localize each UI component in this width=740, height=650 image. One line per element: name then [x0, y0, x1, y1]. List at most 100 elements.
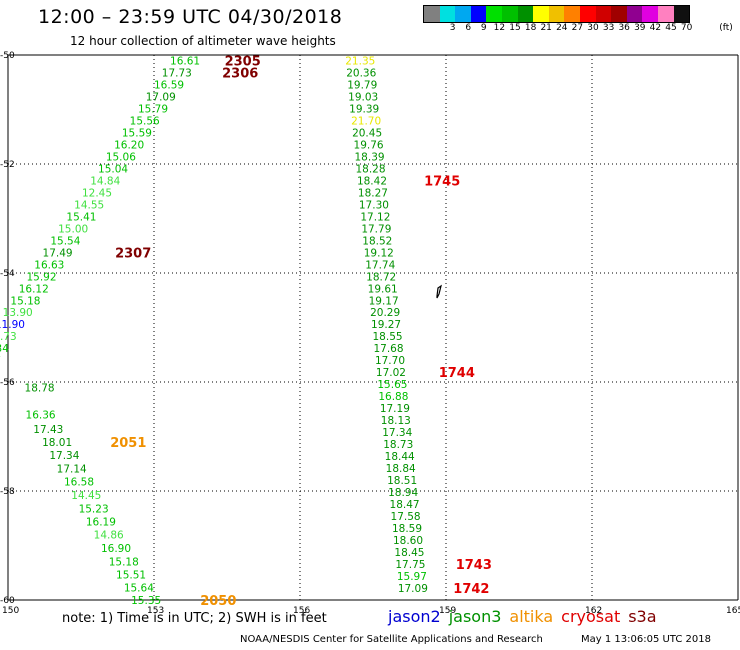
swh-point-label: 12.73 [0, 331, 17, 343]
swh-point-label: 17.34 [382, 427, 412, 439]
swh-point-label: 18.47 [390, 499, 420, 511]
legend-swatch [517, 6, 534, 22]
swh-point-label: 18.78 [25, 382, 55, 394]
legend-unit: (ft) [719, 23, 733, 33]
legend-swatch [548, 6, 565, 22]
satellite-name: altika [509, 607, 554, 626]
swh-point-label: 17.75 [395, 559, 425, 571]
time-label: 1743 [456, 558, 492, 573]
swh-point-label: 14.86 [94, 530, 124, 542]
map-axis-ticks: 150 153 156 159 162 165 -50 -52 -54 -56 -58 -60 [0, 51, 740, 616]
swh-point-label: 15.35 [131, 595, 161, 607]
swh-point-label: 15.41 [66, 211, 96, 223]
swh-point-label: 17.09 [398, 583, 428, 595]
swh-point-label: 19.79 [347, 79, 377, 91]
swh-point-label: 16.58 [64, 477, 94, 489]
legend-swatch [595, 6, 612, 22]
swh-point-label: 20.36 [346, 67, 376, 79]
legend-swatch [657, 6, 674, 22]
swh-point-label: 18.27 [358, 187, 388, 199]
legend-swatch [501, 6, 518, 22]
swh-point-label: 18.45 [394, 547, 424, 559]
swh-point-label: 17.58 [391, 511, 421, 523]
legend-swatch [486, 6, 502, 22]
swh-point-label: 18.52 [362, 235, 392, 247]
swh-point-label: 18.55 [373, 331, 403, 343]
map-points: 16.6117.7316.5917.0915.7915.5615.5916.20… [0, 54, 492, 609]
legend-label: 21 [540, 23, 552, 33]
swh-point-label: 17.02 [376, 367, 406, 379]
time-label: 1744 [439, 366, 475, 381]
legend-label: 33 [602, 23, 615, 33]
lon-tick-label: 153 [147, 606, 164, 616]
legend-label: 6 [465, 23, 472, 33]
swh-point-label: 21.35 [345, 55, 375, 67]
generation-timestamp: May 1 13:06:05 UTC 2018 [581, 634, 711, 645]
swh-point-label: 18.13 [381, 415, 411, 427]
swh-point-label: 18.72 [366, 271, 396, 283]
swh-point-label: 17.43 [33, 424, 63, 436]
swh-point-label: 19.03 [348, 91, 378, 103]
legend-swatch [564, 6, 580, 22]
swh-point-label: 15.04 [98, 163, 128, 175]
legend-label: 36 [618, 23, 630, 33]
legend-label: 12 [493, 23, 506, 33]
swh-point-label: 21.70 [351, 115, 381, 127]
swh-point-label: 14.45 [71, 490, 101, 502]
swh-point-label: 15.18 [109, 556, 139, 568]
swh-point-label: 18.60 [393, 535, 423, 547]
legend-swatch [611, 6, 627, 22]
legend-swatch [470, 6, 487, 22]
legend-swatch [626, 6, 643, 22]
swh-point-label: 15.79 [138, 103, 168, 115]
swh-point-label: 16.12 [19, 283, 49, 295]
map-grid [7, 54, 739, 601]
legend-label: 70 [680, 23, 693, 33]
swh-point-label: 15.59 [122, 127, 152, 139]
swh-point-label: 18.01 [42, 437, 72, 449]
swh-point-label: 18.39 [355, 151, 385, 163]
swh-point-label: 19.27 [371, 319, 401, 331]
swh-point-label: 18.84 [386, 463, 416, 475]
swh-point-label: 15.92 [26, 271, 56, 283]
lon-tick-label: 159 [439, 606, 456, 616]
coastline-mark [436, 284, 442, 299]
satellite-name: jason3 [448, 607, 502, 626]
swh-point-label: 16.61 [170, 55, 200, 67]
legend-label: 9 [480, 23, 487, 33]
swh-point-label: 17.74 [365, 259, 395, 271]
time-label: 2050 [200, 594, 236, 609]
satellite-name: jason2 [388, 607, 441, 626]
lat-tick-label: -52 [0, 160, 15, 170]
swh-point-label: 18.59 [392, 523, 422, 535]
lon-tick-label: 162 [585, 606, 602, 616]
swh-point-label: 16.59 [154, 79, 184, 91]
satellite-legend: jason2 jason3 altika cryosat s3a [388, 607, 665, 626]
swh-point-label: 20.29 [370, 307, 400, 319]
swh-point-label: 17.09 [146, 91, 176, 103]
swh-point-label: 15.97 [397, 571, 427, 583]
legend-label: 42 [649, 23, 662, 33]
color-legend [423, 5, 691, 23]
legend-label: 30 [587, 23, 599, 33]
time-label: 2306 [222, 66, 258, 81]
swh-point-label: 19.61 [368, 283, 398, 295]
swh-point-label: 15.18 [10, 295, 40, 307]
swh-point-label: 16.63 [34, 259, 64, 271]
swh-point-label: 14.84 [90, 175, 120, 187]
swh-point-label: 17.14 [57, 464, 87, 476]
lat-tick-label: -56 [0, 378, 15, 388]
swh-point-label: 16.20 [114, 139, 144, 151]
swh-point-label: 17.79 [361, 223, 391, 235]
swh-point-label: 13.90 [3, 307, 33, 319]
swh-point-label: 18.51 [387, 475, 417, 487]
swh-point-label: 16.19 [86, 517, 116, 529]
swh-point-label: 16.36 [26, 410, 56, 422]
page-title: 12:00 – 23:59 UTC 04/30/2018 [38, 6, 343, 28]
time-label: 1742 [453, 582, 489, 597]
legend-swatch [673, 6, 690, 22]
legend-label: 39 [634, 23, 646, 33]
lat-tick-label: -60 [0, 596, 15, 606]
swh-point-label: 17.73 [162, 67, 192, 79]
